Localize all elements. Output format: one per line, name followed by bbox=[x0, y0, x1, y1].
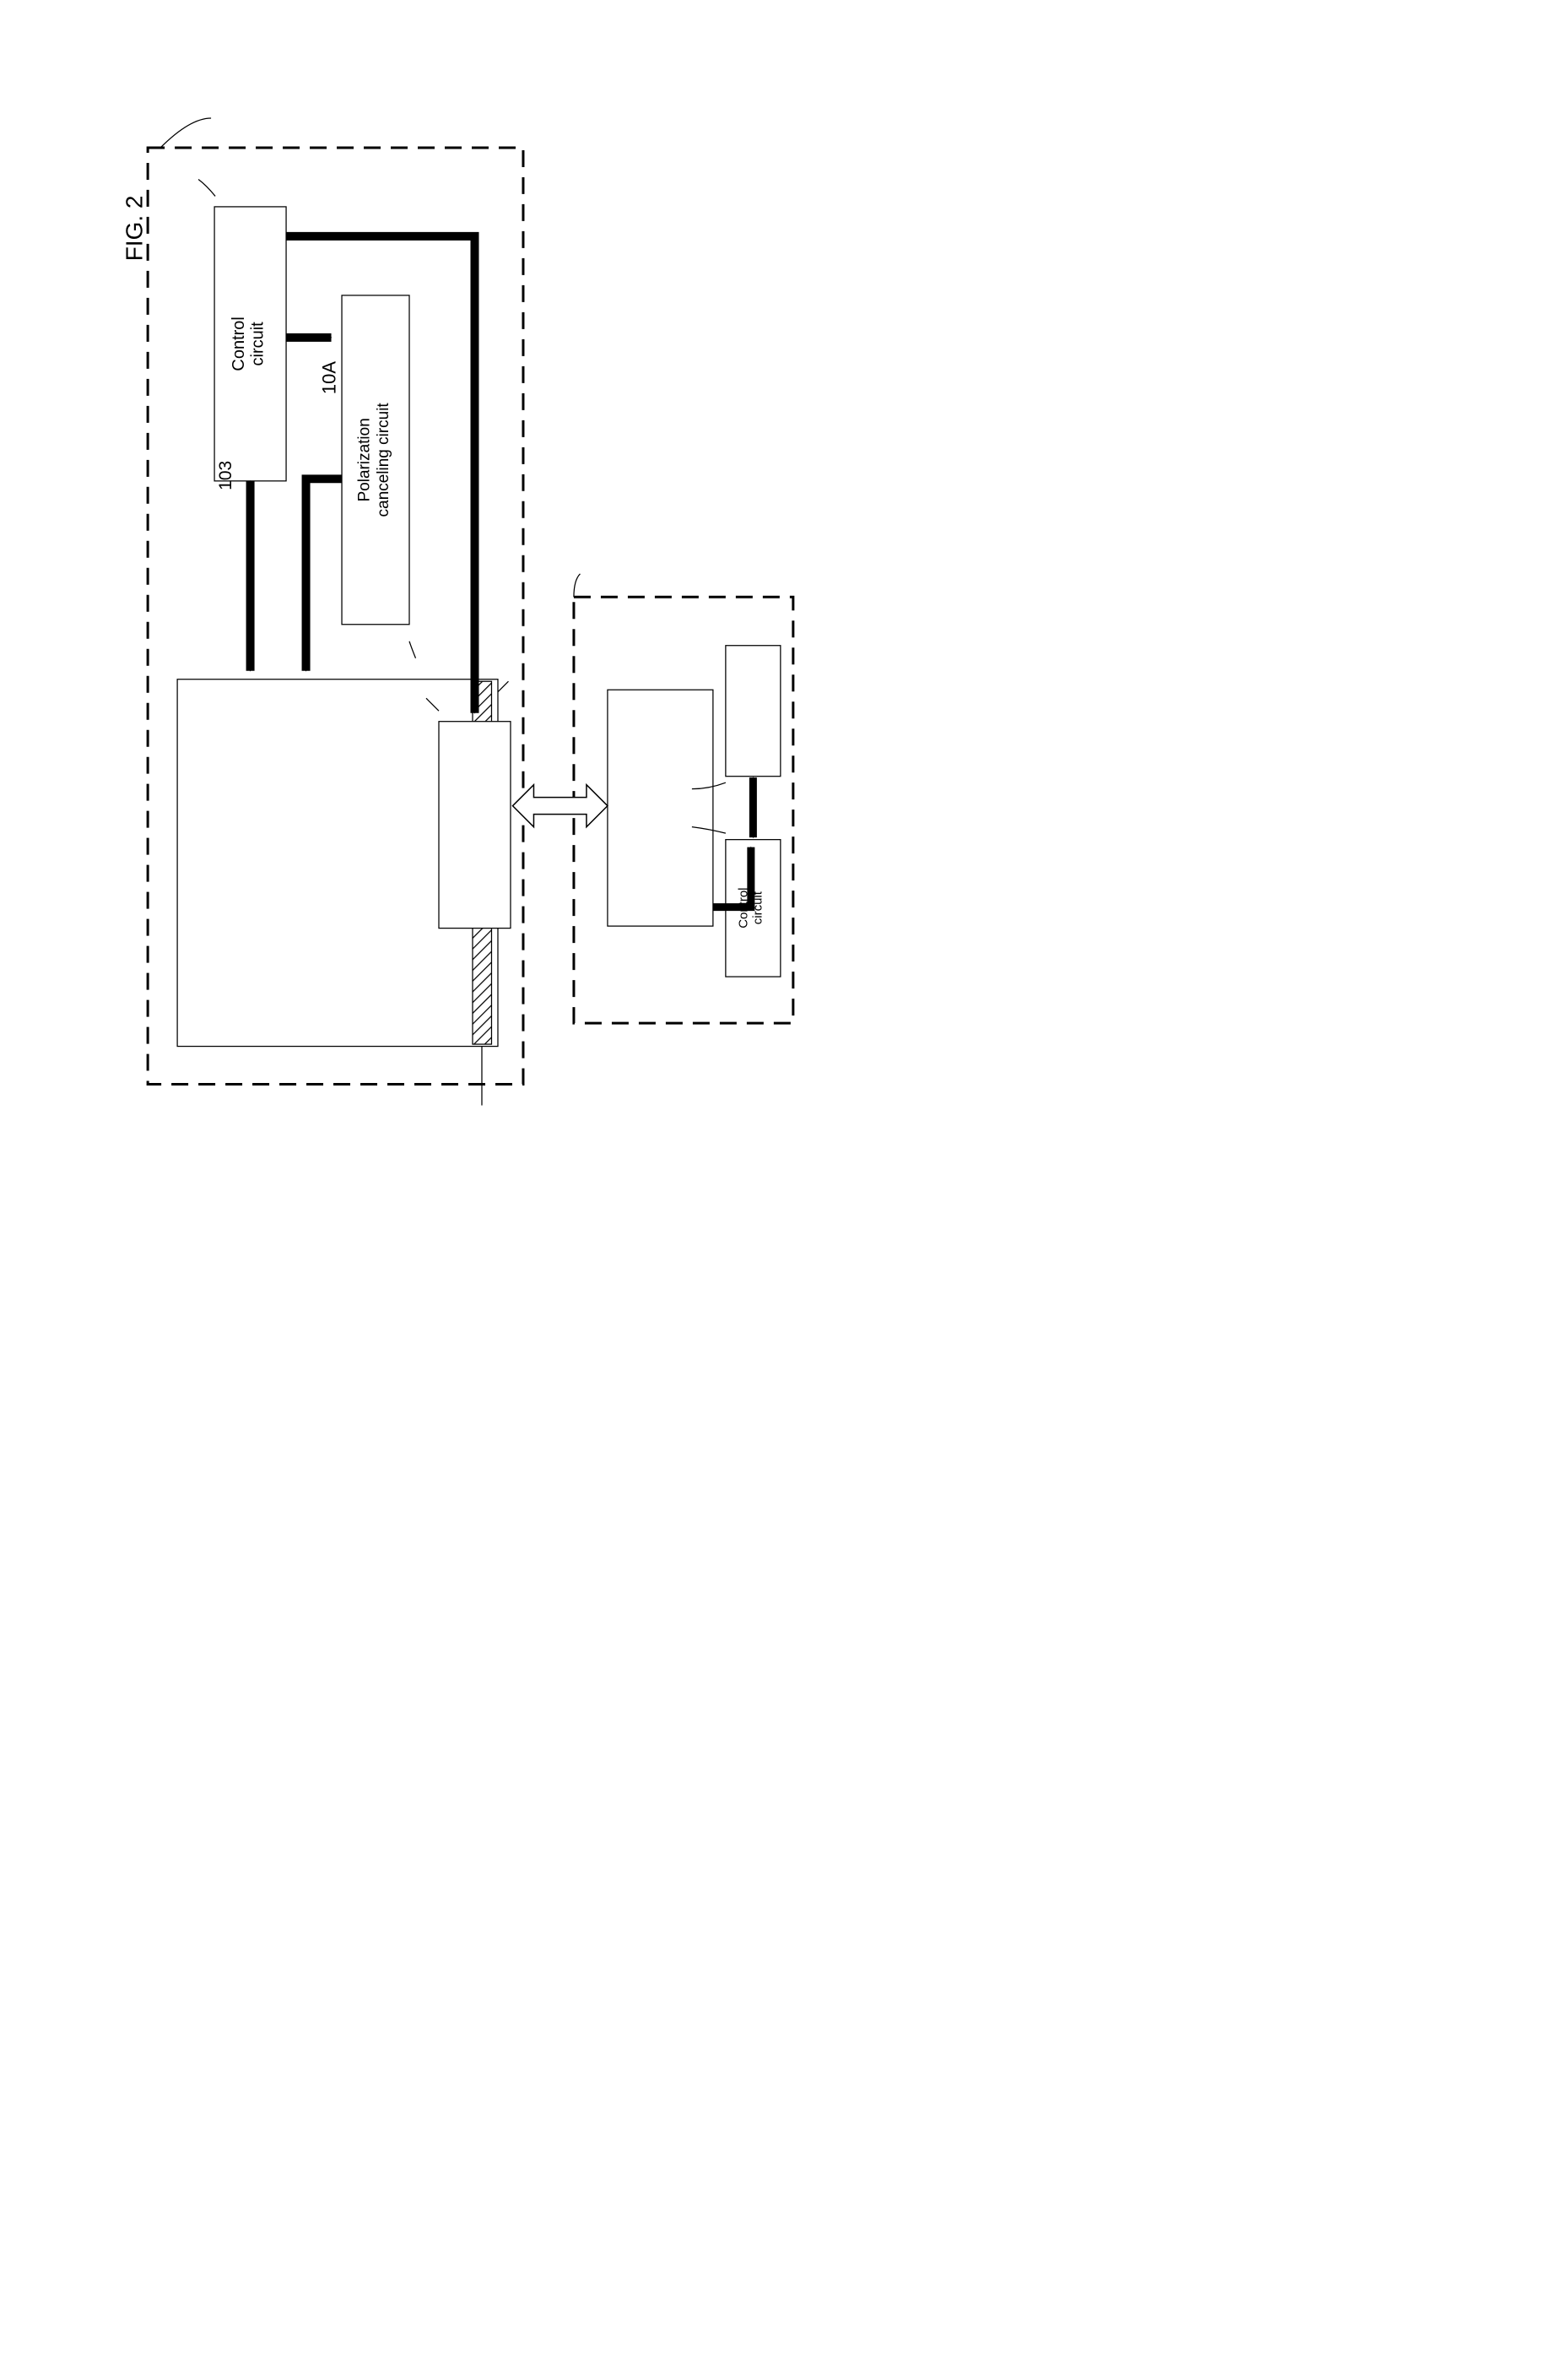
memory-202 bbox=[726, 646, 781, 777]
if-201 bbox=[608, 690, 713, 926]
module-10a-ref: 10A bbox=[318, 361, 339, 394]
control-103-label1: Control bbox=[230, 317, 248, 371]
control-103-label2: circuit bbox=[249, 322, 268, 366]
pol-label2: canceling circuit bbox=[375, 403, 392, 517]
if-104 bbox=[439, 722, 511, 929]
figure-title: FIG. 2 bbox=[122, 196, 148, 262]
ref-103: 103 bbox=[216, 461, 235, 490]
open-double-arrow bbox=[512, 785, 607, 827]
pol-label1: Polarization bbox=[356, 418, 374, 501]
diagram-svg: FIG. 2 10A Control circuit 103 Polarizat… bbox=[34, 34, 818, 1216]
arrow-102-to-feram bbox=[306, 479, 342, 670]
